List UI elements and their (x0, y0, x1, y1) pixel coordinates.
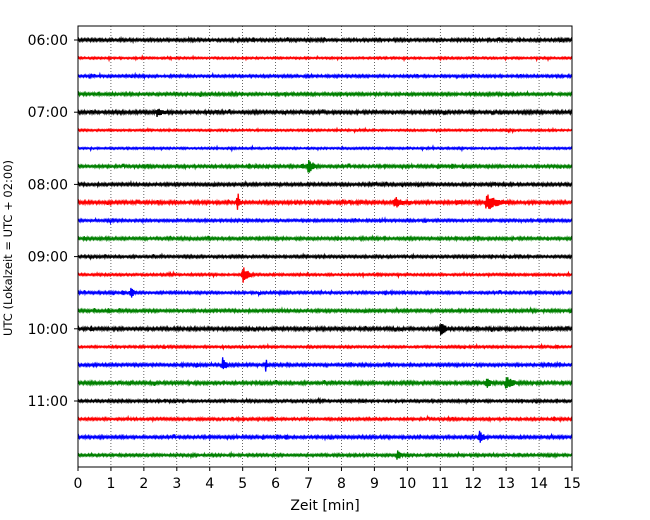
x-tick-label: 7 (304, 476, 313, 492)
trace-1030 (77, 357, 573, 372)
x-tick-label: 5 (238, 476, 247, 492)
x-tick-label: 2 (139, 476, 148, 492)
trace-0915 (77, 267, 573, 283)
x-tick-label: 12 (464, 476, 482, 492)
traces (77, 35, 573, 460)
y-axis: 06:00 07:00 08:00 09:00 10:00 11:00 (28, 33, 78, 410)
x-tick-label: 3 (172, 476, 181, 492)
x-tick-label: 6 (271, 476, 280, 492)
x-tick-label: 15 (563, 476, 581, 492)
y-tick-label: 09:00 (28, 250, 68, 266)
trace-0630 (77, 71, 573, 81)
y-tick-label: 07:00 (28, 105, 68, 121)
trace-0815 (77, 193, 573, 210)
trace-0800 (77, 179, 573, 189)
y-tick-label: 06:00 (28, 33, 68, 49)
trace-0700 (77, 108, 573, 117)
y-tick-label: 08:00 (28, 177, 68, 193)
trace-0730 (77, 144, 573, 153)
x-tick-label: 4 (205, 476, 214, 492)
x-tick-label: 8 (337, 476, 346, 492)
trace-0830 (77, 216, 573, 226)
x-axis-label: Zeit [min] (290, 498, 359, 514)
trace-0945 (77, 306, 573, 315)
trace-1045 (77, 377, 573, 389)
y-axis-label: UTC (Lokalzeit = UTC + 02:00) (1, 160, 15, 336)
trace-0615 (77, 54, 573, 63)
trace-0930 (77, 287, 573, 298)
plot-frame (77, 25, 573, 468)
trace-1130 (77, 430, 573, 443)
x-tick-label: 11 (431, 476, 449, 492)
x-tick-label: 0 (74, 476, 83, 492)
trace-1000 (77, 323, 573, 336)
trace-1145 (77, 450, 573, 460)
trace-1100 (77, 396, 573, 405)
trace-0645 (77, 89, 573, 99)
x-tick-label: 10 (398, 476, 416, 492)
x-tick-label: 13 (497, 476, 515, 492)
trace-1115 (77, 414, 573, 424)
trace-0900 (77, 252, 573, 261)
y-tick-label: 10:00 (28, 322, 68, 338)
trace-0715 (77, 126, 573, 135)
x-axis: 0 1 2 3 4 5 6 7 8 9 10 11 12 13 14 15 (74, 467, 581, 492)
x-tick-label: 1 (106, 476, 115, 492)
trace-1015 (77, 342, 573, 351)
x-tick-label: 9 (370, 476, 379, 492)
trace-0745 (77, 159, 573, 173)
x-tick-label: 14 (530, 476, 548, 492)
trace-0845 (77, 234, 573, 243)
trace-0600 (77, 35, 573, 45)
y-tick-label: 11:00 (28, 394, 68, 410)
